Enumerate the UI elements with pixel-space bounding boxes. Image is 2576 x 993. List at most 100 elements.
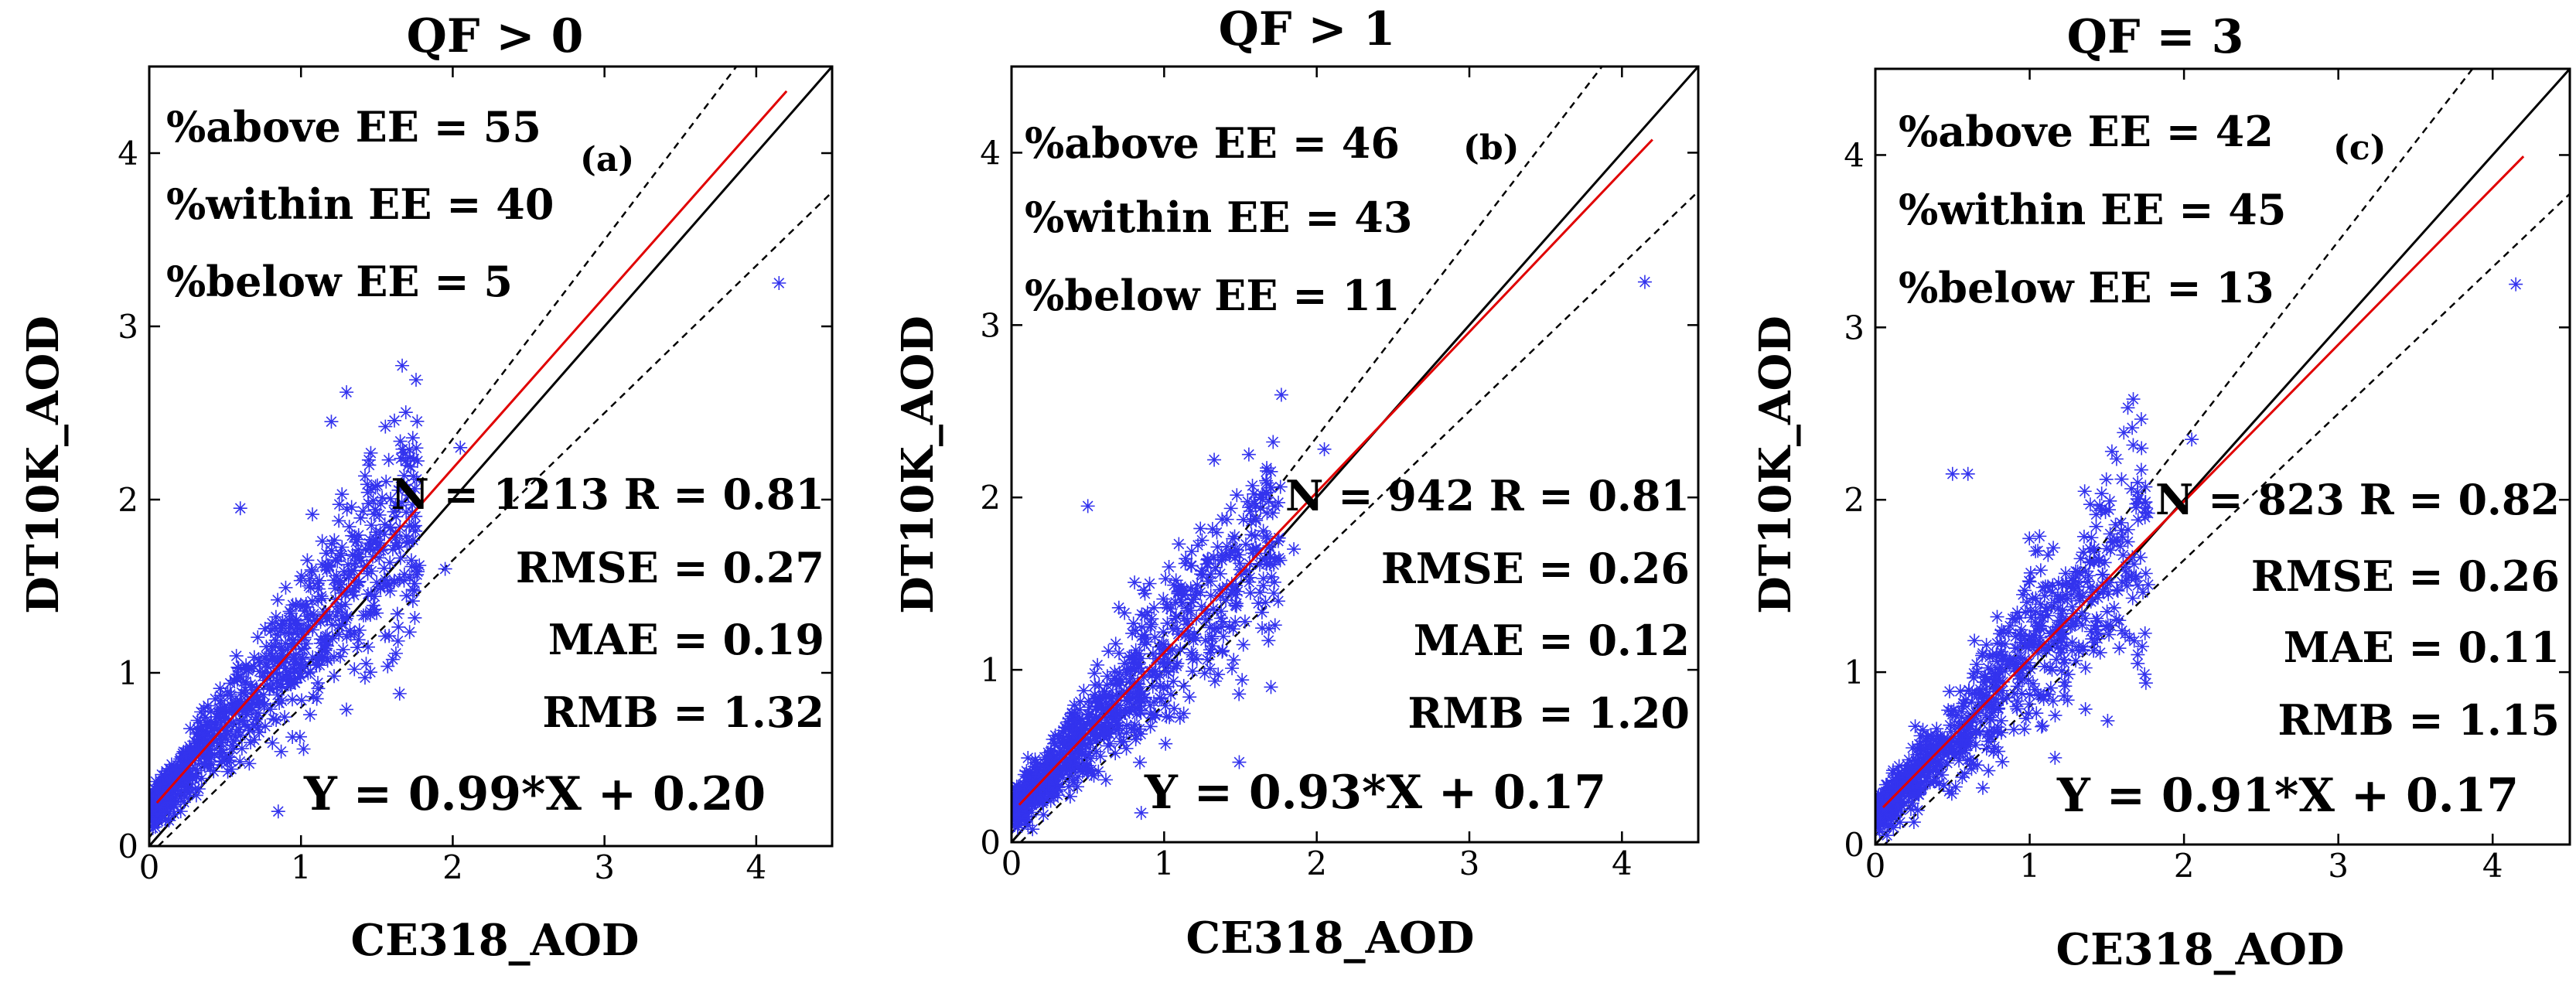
panel-b-point [1263,550,1278,565]
panel-c-point [2047,634,2062,649]
panel-a-point [149,811,162,826]
panel-c-point [1890,770,1905,785]
panel-b-point [1193,521,1208,536]
panel-c-point [2046,541,2061,555]
panel-b-point [1067,698,1082,712]
panel-a-point [381,452,396,467]
panel-c-xtick-1: 1 [2019,847,2040,885]
panel-a-point [162,792,176,807]
panel-b-point [1029,775,1043,790]
panel-c-fit-line [1882,155,2525,809]
panel-b-point [1090,657,1105,672]
panel-c-point [1958,693,1973,708]
panel-a-point [376,542,391,557]
panel-b-point [1122,650,1137,665]
panel-a-point [347,626,362,640]
panel-b-point [1220,539,1234,554]
panel-c-point [2128,571,2143,585]
panel-c-point [1892,759,1906,773]
panel-a-point [162,800,177,814]
panel-c-n-r: N = 823 R = 0.82 [2155,475,2560,524]
panel-c-point [1967,633,1982,648]
panel-c-point [2113,539,2127,554]
panel-a-point [295,693,309,708]
panel-a-point [178,757,193,772]
panel-b-point [1273,553,1288,568]
panel-b-point [1230,488,1244,503]
panel-a-point [378,419,393,434]
panel-a-point [315,557,329,572]
panel-a-point [274,744,288,759]
panel-c-point [2141,506,2155,520]
panel-a-point [269,712,284,727]
panel-b-point [1206,602,1220,616]
panel-c-point [1952,726,1967,741]
panel-a-point [224,762,239,776]
panel-c-point [2010,701,2025,716]
panel-a-point [169,763,184,778]
panel-b-point [1063,729,1077,744]
panel-b-point [1256,578,1271,593]
panel-c-point [2121,522,2135,537]
panel-b-point [1026,770,1041,785]
panel-c-point [1875,814,1888,829]
panel-b-point [1203,567,1218,582]
panel-a-point [387,538,402,553]
panel-b-ytick-4: 4 [980,134,1001,172]
panel-c-point [2038,579,2052,594]
panel-a-point [411,565,425,579]
panel-b-point [1087,666,1102,681]
panel-a-point [356,608,370,623]
panel-a-point [152,800,167,815]
panel-b-point [1137,670,1152,684]
panel-b-point [1183,603,1198,618]
panel-b-point [1186,592,1201,607]
panel-b-point [1287,542,1302,557]
panel-c-point [2016,587,2031,602]
panel-b-point [1169,659,1184,674]
panel-b-point [1216,629,1230,643]
panel-a-point [392,540,407,555]
panel-c-point [2134,411,2148,426]
panel-b-point [1139,635,1154,650]
panel-a-point [412,558,427,573]
panel-b-point [1036,807,1051,822]
panel-a-point [218,711,233,725]
panel-a-point [394,479,408,494]
panel-c-point [1970,758,1984,773]
panel-b-point [1142,664,1157,678]
panel-a-point [188,782,203,797]
panel-a-point [226,716,241,731]
panel-a-point [366,598,380,613]
panel-c-point [2019,595,2034,609]
panel-b-point [1178,587,1192,602]
panel-a-point [410,454,425,469]
panel-c-point [2125,591,2140,606]
panel-a-point [191,742,206,757]
panel-b-point [1117,685,1131,700]
panel-b-point [1088,677,1102,692]
panel-c-point [2022,531,2037,546]
panel-c-point [2087,541,2102,556]
panel-a-point [366,549,380,564]
panel-c-point [1923,764,1938,779]
panel-a-point [329,568,344,583]
panel-b-point [1126,616,1141,631]
panel-a-equation: Y = 0.99*X + 0.20 [303,767,766,821]
panel-a-point [213,697,228,711]
panel-b-point [1207,674,1222,688]
panel-a-point [387,504,401,519]
panel-a-point [155,784,169,799]
panel-b-point [1158,698,1173,713]
panel-b-point [1128,662,1142,677]
panel-a-point [395,442,410,456]
panel-a-point [401,458,415,473]
panel-c-point [1968,738,1983,752]
panel-a-point [288,647,303,661]
panel-c-point [2090,611,2104,626]
panel-a-point [405,582,420,597]
panel-b-point [1224,585,1239,599]
panel-c-point [1913,776,1928,790]
panel-c-point [2041,548,2056,562]
panel-c-point [1910,803,1925,817]
